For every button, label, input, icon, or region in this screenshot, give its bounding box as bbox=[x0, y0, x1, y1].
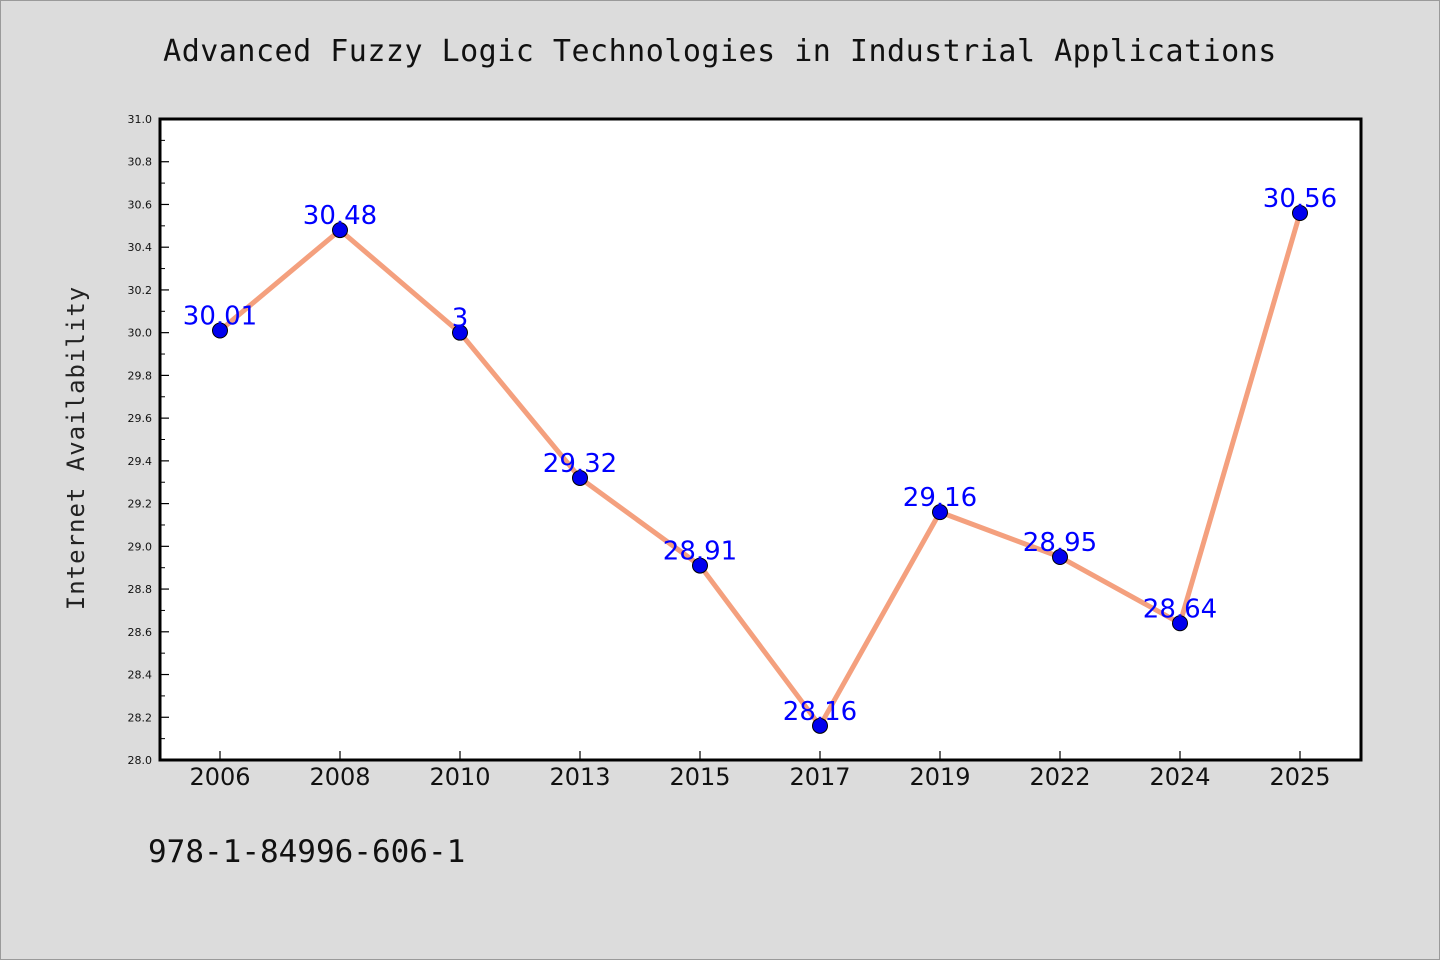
x-tick-label: 2017 bbox=[789, 763, 850, 791]
y-tick-label: 29.2 bbox=[128, 498, 153, 511]
y-tick-label: 30.2 bbox=[128, 284, 153, 297]
data-label: 28.95 bbox=[1023, 528, 1097, 558]
y-tick-label: 28.4 bbox=[128, 669, 153, 682]
x-tick-label: 2013 bbox=[549, 763, 610, 791]
y-tick-label: 29.8 bbox=[128, 369, 153, 382]
series-line bbox=[217, 210, 1303, 729]
x-axis: 2006 2008 2010 2013 2015 2017 2019 2022 2024 2025 bbox=[189, 751, 1331, 791]
x-tick-label: 2024 bbox=[1149, 763, 1210, 791]
data-point bbox=[812, 717, 828, 734]
x-tick-label: 2022 bbox=[1029, 763, 1090, 791]
y-tick-label: 31.0 bbox=[128, 113, 153, 126]
data-point bbox=[332, 222, 348, 239]
data-point bbox=[932, 504, 948, 521]
data-label: 28.16 bbox=[783, 697, 857, 727]
data-label: 29.16 bbox=[903, 483, 977, 513]
data-label: 30.48 bbox=[303, 201, 377, 231]
y-tick-label: 28.8 bbox=[128, 583, 153, 596]
data-labels: 30.01 30.48 3 29.32 28.91 28.16 29.16 28.95 28.6… bbox=[183, 184, 1337, 727]
x-tick-label: 2008 bbox=[309, 763, 370, 791]
y-tick-label: 29.0 bbox=[128, 540, 153, 553]
y-axis: 28.0 28.2 28.4 28.6 28.8 29.0 29.2 29.4 29.6 29.8… bbox=[128, 113, 169, 767]
chart-title: Advanced Fuzzy Logic Technologies in Ind… bbox=[163, 34, 1277, 69]
data-label: 28.91 bbox=[663, 537, 737, 567]
x-tick-label: 2010 bbox=[429, 763, 490, 791]
y-tick-label: 30.0 bbox=[128, 327, 153, 340]
data-point bbox=[1052, 549, 1068, 566]
data-markers bbox=[212, 205, 1308, 734]
y-tick-label: 29.6 bbox=[128, 412, 153, 425]
data-label: 28.64 bbox=[1143, 594, 1217, 624]
x-tick-label: 2025 bbox=[1269, 763, 1330, 791]
isbn-text: 978-1-84996-606-1 bbox=[148, 834, 466, 870]
y-tick-label: 28.6 bbox=[128, 626, 153, 639]
plot-area bbox=[158, 117, 1363, 762]
data-point bbox=[452, 324, 468, 341]
data-point bbox=[212, 322, 228, 339]
x-tick-label: 2019 bbox=[909, 763, 970, 791]
data-label: 30.01 bbox=[183, 302, 257, 332]
y-tick-label: 29.4 bbox=[128, 455, 153, 468]
x-tick-label: 2015 bbox=[669, 763, 730, 791]
y-tick-label: 28.2 bbox=[128, 711, 153, 724]
y-axis-label: Internet Availability bbox=[62, 286, 90, 610]
data-point bbox=[692, 557, 708, 574]
x-tick-label: 2006 bbox=[189, 763, 250, 791]
y-tick-label: 30.8 bbox=[128, 156, 153, 169]
data-point bbox=[1292, 205, 1308, 222]
y-tick-label: 30.4 bbox=[128, 241, 153, 254]
data-label: 3 bbox=[452, 304, 469, 334]
y-tick-label: 30.6 bbox=[128, 198, 153, 211]
data-label: 30.56 bbox=[1263, 184, 1337, 214]
data-label: 29.32 bbox=[543, 449, 617, 479]
y-tick-label: 28.0 bbox=[128, 754, 153, 767]
data-point bbox=[572, 469, 588, 486]
data-point bbox=[1172, 615, 1188, 632]
